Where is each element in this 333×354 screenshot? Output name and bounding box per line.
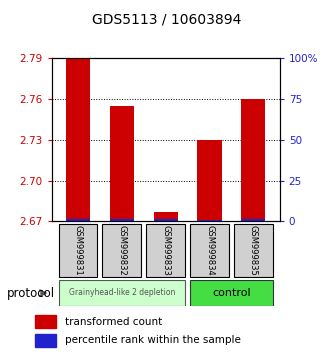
Text: GSM999832: GSM999832 [117,225,126,276]
Bar [110,218,134,221]
Bar [197,220,221,221]
Bar [110,106,134,221]
Bar [241,218,265,221]
Text: percentile rank within the sample: percentile rank within the sample [65,335,241,346]
Text: GSM999834: GSM999834 [205,225,214,276]
FancyBboxPatch shape [59,280,185,306]
Text: Grainyhead-like 2 depletion: Grainyhead-like 2 depletion [69,289,175,297]
Text: control: control [212,288,251,298]
FancyBboxPatch shape [59,224,97,277]
FancyBboxPatch shape [103,224,141,277]
Text: GSM999835: GSM999835 [249,225,258,276]
Text: protocol: protocol [7,287,55,300]
Bar [35,334,56,347]
Bar [66,218,90,221]
Text: GDS5113 / 10603894: GDS5113 / 10603894 [92,12,241,27]
FancyBboxPatch shape [190,280,273,306]
Bar [197,140,221,221]
Bar [154,218,178,221]
FancyBboxPatch shape [190,224,229,277]
Text: transformed count: transformed count [65,316,162,327]
Bar [241,99,265,221]
Text: GSM999831: GSM999831 [74,225,83,276]
FancyBboxPatch shape [234,224,273,277]
Text: GSM999833: GSM999833 [161,225,170,276]
FancyBboxPatch shape [147,224,185,277]
Bar [66,58,90,221]
Bar [35,315,56,328]
Bar [154,212,178,221]
